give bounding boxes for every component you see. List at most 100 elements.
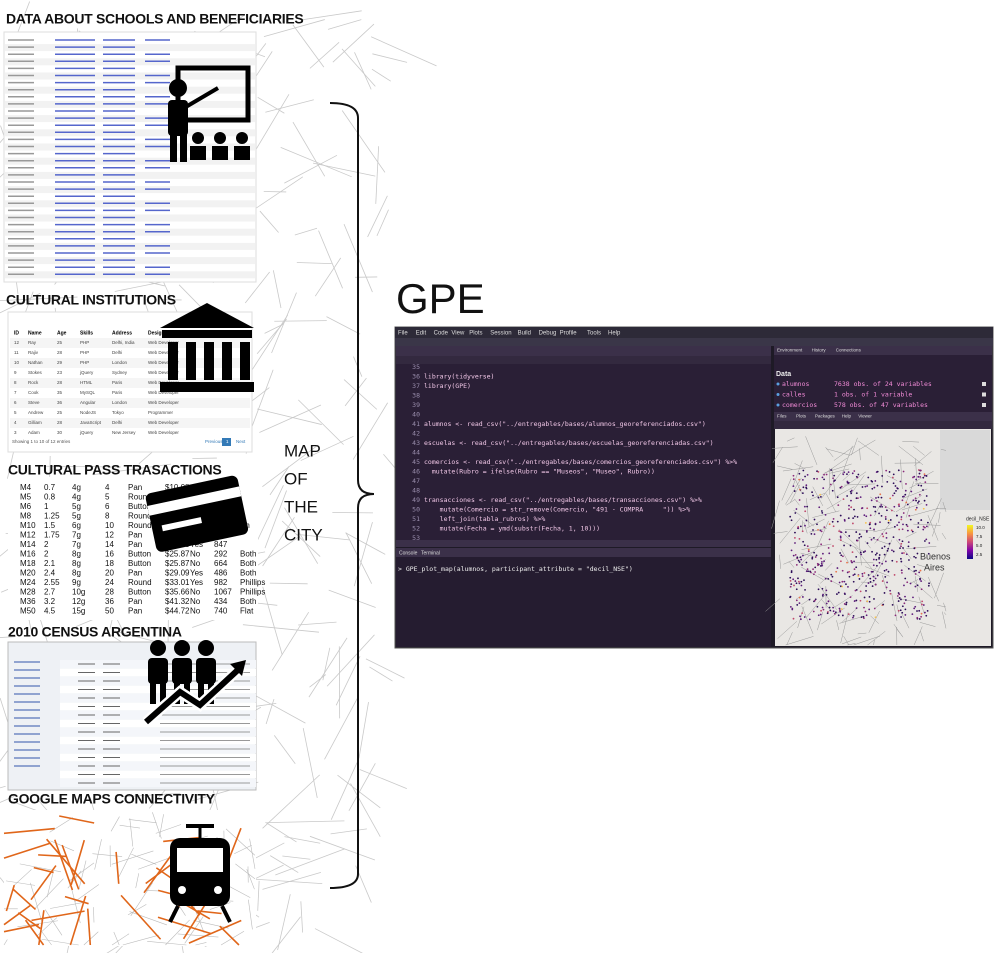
point (903, 602, 906, 605)
point (799, 556, 802, 559)
map-label: MAP OF THE CITY (284, 441, 323, 544)
env-heading: Data (776, 371, 791, 378)
table-cell: Rajiv (28, 350, 39, 355)
point (804, 510, 807, 513)
point (914, 585, 917, 588)
road (143, 853, 174, 894)
street (341, 48, 376, 87)
point (881, 485, 883, 488)
point (827, 578, 830, 580)
point (920, 580, 923, 582)
point (886, 581, 888, 584)
point (852, 574, 855, 577)
point (881, 562, 884, 565)
street (844, 483, 876, 486)
line-number: 52 (412, 525, 420, 533)
street (332, 23, 375, 63)
point (789, 579, 792, 582)
street (881, 455, 884, 484)
point (810, 533, 813, 535)
point (898, 597, 901, 599)
table-cell: No (190, 597, 201, 606)
point (888, 471, 891, 473)
street (864, 540, 871, 549)
menu-item[interactable]: Edit (416, 331, 427, 337)
road (248, 899, 253, 930)
point (846, 561, 848, 564)
road (129, 911, 167, 926)
street (370, 36, 437, 67)
point (845, 583, 847, 586)
menu-item[interactable]: Build (518, 331, 531, 337)
menu-item[interactable]: Debug (539, 331, 557, 337)
plot-tab[interactable]: Viewer (858, 414, 872, 419)
point (922, 528, 925, 531)
plot-tab[interactable]: Help (842, 414, 852, 419)
street (371, 68, 391, 82)
env-tab[interactable]: Connections (836, 348, 862, 353)
menu-item[interactable]: Plots (469, 331, 482, 337)
point (924, 481, 927, 484)
table-cell: Web Developer (148, 420, 179, 425)
point (820, 562, 823, 565)
table-header: Age (57, 330, 67, 336)
road (111, 933, 130, 946)
table-cell: Web Developer (148, 400, 179, 405)
line-number: 45 (412, 458, 420, 466)
gpe-title: GPE (396, 275, 485, 322)
plot-tab[interactable]: Files (777, 414, 787, 419)
point (869, 581, 872, 583)
point (856, 539, 859, 542)
street (826, 500, 842, 510)
menu-item[interactable]: Help (608, 331, 621, 337)
point (830, 580, 833, 583)
point (860, 553, 863, 556)
point (804, 475, 806, 478)
point (840, 485, 843, 488)
street (271, 292, 297, 354)
point (864, 485, 867, 488)
menu-item[interactable]: Tools (587, 331, 601, 337)
point (891, 476, 894, 479)
point (849, 596, 852, 599)
point (813, 551, 815, 554)
menu-item[interactable]: Profile (560, 331, 578, 337)
point (881, 475, 884, 477)
point (873, 607, 876, 610)
street (896, 604, 900, 614)
menu-item[interactable]: View (451, 331, 465, 337)
street (901, 503, 923, 511)
point (801, 478, 804, 481)
point (816, 523, 818, 526)
street (262, 774, 320, 829)
table-cell: Ray (28, 340, 37, 345)
menu-item[interactable]: File (398, 331, 408, 337)
table-cell: 12 (14, 340, 20, 345)
code-line: escuelas <- read_csv("../entregables/bas… (424, 439, 714, 447)
point (921, 603, 923, 606)
table-cell: No (190, 559, 201, 568)
point (821, 587, 824, 590)
street (817, 584, 825, 592)
street (874, 504, 881, 517)
plot-tab[interactable]: Plots (796, 414, 807, 419)
row (60, 753, 256, 762)
street (841, 607, 858, 623)
point (822, 487, 825, 489)
env-tab[interactable]: History (812, 348, 827, 353)
point (816, 562, 819, 565)
point (808, 598, 811, 601)
point (877, 496, 880, 499)
table-cell: Pan (128, 540, 142, 549)
point (851, 561, 853, 564)
plot-tab[interactable]: Packages (815, 414, 836, 419)
point (812, 568, 814, 571)
menu-item[interactable]: Code (434, 331, 449, 337)
console-tab[interactable]: Terminal (421, 550, 440, 556)
menu-item[interactable]: Session (490, 331, 511, 337)
console-tab[interactable]: Console (399, 550, 418, 556)
point (895, 560, 898, 563)
street (253, 94, 290, 154)
env-tab[interactable]: Environment (777, 348, 803, 353)
